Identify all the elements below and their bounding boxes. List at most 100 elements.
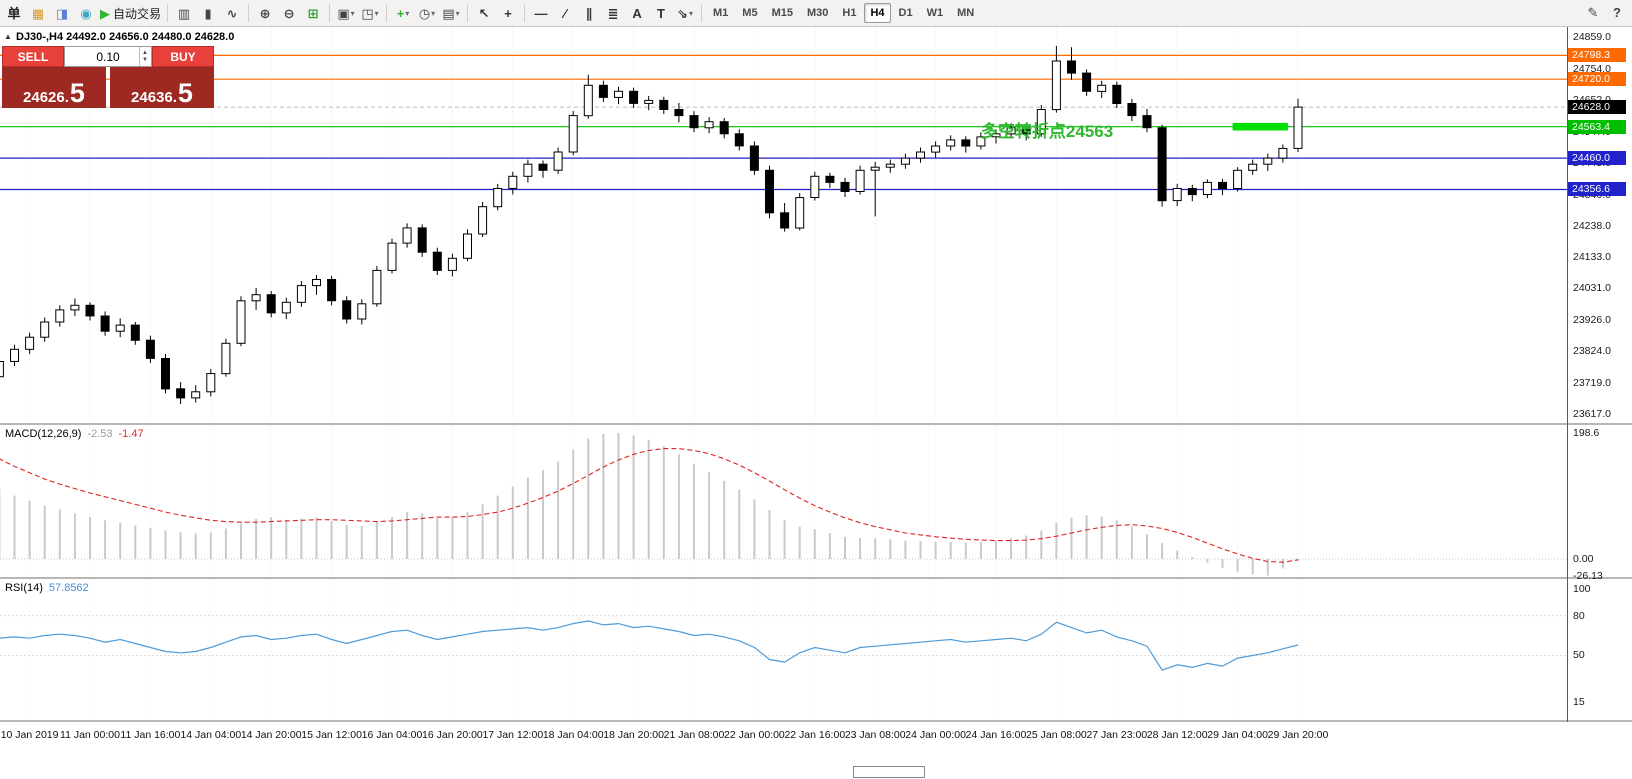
volume-input[interactable]: 0.10 ▲ ▼: [64, 46, 152, 67]
arrows-icon: ⇘: [677, 5, 688, 21]
candle: [463, 229, 472, 262]
horizontal-line-icon[interactable]: —: [530, 3, 552, 24]
macd-name: MACD(12,26,9): [5, 428, 82, 440]
navigator-icon[interactable]: ◉: [75, 3, 97, 24]
timeframe-mn-button[interactable]: MN: [957, 7, 975, 19]
trendline-icon: ∕: [563, 5, 567, 21]
zoom-in-icon: ⊕: [259, 5, 271, 21]
sell-button[interactable]: SELL: [2, 46, 64, 67]
time-axis-label: 29 Jan 04:00: [1207, 729, 1268, 741]
context-help-icon[interactable]: ?: [1606, 2, 1628, 23]
rsi-level-label: 15: [1573, 696, 1585, 708]
rsi-panel[interactable]: RSI(14) 57.8562: [0, 579, 1632, 720]
price-level-tag: 24563.4: [1568, 119, 1626, 134]
timeframe-d1-button[interactable]: D1: [898, 7, 913, 19]
candle: [387, 238, 397, 274]
macd-label: MACD(12,26,9) -2.53 -1.47: [5, 428, 144, 440]
candle: [1278, 144, 1288, 163]
timeframe-w1-button[interactable]: W1: [926, 7, 944, 19]
candle: [689, 111, 699, 133]
candle: [85, 302, 95, 321]
sell-price-display[interactable]: 24626. 5: [2, 67, 106, 108]
spin-up-icon[interactable]: ▲: [142, 49, 148, 56]
horizontal-line-icon: —: [534, 5, 548, 21]
new-chart-icon[interactable]: ▣ ▾: [335, 3, 357, 24]
navigator-icon: ◉: [80, 5, 92, 21]
candle: [312, 275, 321, 295]
macd-panel[interactable]: MACD(12,26,9) -2.53 -1.47: [0, 425, 1632, 577]
macd-main-value: -2.53: [87, 428, 113, 440]
cursor-icon[interactable]: ↖: [473, 3, 495, 24]
panel-separator[interactable]: [0, 720, 1632, 722]
candle: [523, 159, 533, 183]
timeframe-h4-button[interactable]: H4: [864, 3, 891, 23]
data-window-icon: ◨: [55, 5, 69, 21]
chart-properties-icon[interactable]: ✎: [1582, 2, 1604, 23]
candle: [553, 147, 563, 174]
candle: [432, 247, 442, 275]
price-tick-label: 24133.0: [1573, 251, 1611, 264]
timeframe-m15-button[interactable]: M15: [771, 7, 793, 19]
new-order-button[interactable]: 单: [3, 3, 25, 24]
time-axis[interactable]: 10 Jan 2019 11 Jan 00:00 11 Jan 16:00 14 Ja…: [0, 722, 1632, 749]
bar-chart-icon[interactable]: ▥: [173, 3, 195, 24]
timeframe-m30-button[interactable]: M30: [806, 7, 829, 19]
time-axis-label: 18 Jan 04:00: [542, 729, 604, 741]
time-axis-label: 25 Jan 08:00: [1026, 729, 1087, 741]
candle: [372, 265, 382, 307]
timeframe-m1-button[interactable]: M1: [713, 7, 729, 19]
zoom-out-icon[interactable]: ⊖: [278, 3, 300, 24]
indicators-icon: +: [396, 5, 405, 21]
text-icon[interactable]: A: [626, 3, 648, 24]
autotrading-button-label: 自动交易: [113, 6, 162, 21]
buy-price-display[interactable]: 24636. 5: [110, 67, 214, 108]
macd-tick-label: -26.13: [1573, 569, 1603, 582]
spin-down-icon[interactable]: ▼: [142, 56, 148, 63]
data-window-icon[interactable]: ◨: [51, 3, 73, 24]
channel-icon[interactable]: ∥: [578, 3, 600, 24]
main-chart-panel[interactable]: 多空转折点24563 ▲ DJ30-,H4 24492.0 24656.0 24…: [0, 27, 1632, 423]
timeframe-h1-button[interactable]: H1: [842, 7, 857, 19]
line-chart-icon[interactable]: ∿: [221, 3, 243, 24]
toolbar-separator: [467, 4, 469, 22]
toolbar-right: ✎?: [1581, 2, 1629, 23]
tile-windows-icon[interactable]: ⊞: [302, 3, 324, 24]
candle: [961, 136, 971, 153]
indicators-icon[interactable]: + ▾: [392, 3, 414, 24]
candle: [0, 361, 4, 378]
fibonacci-icon[interactable]: ≣: [602, 3, 624, 24]
periods-icon[interactable]: ◷ ▾: [416, 3, 438, 24]
rsi-indicator[interactable]: [0, 579, 1567, 720]
price-axis[interactable]: 24859.024754.024652.024547.024445.024340…: [1567, 27, 1632, 722]
panel-separator[interactable]: [0, 577, 1632, 579]
candlestick-chart-icon[interactable]: ▮: [197, 3, 219, 24]
zoom-in-icon[interactable]: ⊕: [254, 3, 276, 24]
price-tick-label: 23719.0: [1573, 377, 1611, 390]
price-tick-label: 24031.0: [1573, 282, 1611, 295]
macd-indicator[interactable]: [0, 425, 1567, 577]
rsi-value: 57.8562: [48, 582, 89, 594]
timeframe-m5-button[interactable]: M5: [742, 7, 758, 19]
fast-navigation-box[interactable]: [853, 766, 925, 778]
candlestick-chart[interactable]: 多空转折点24563: [0, 27, 1567, 423]
crosshair-icon[interactable]: +: [497, 3, 519, 24]
panel-separator[interactable]: [0, 423, 1632, 425]
candle: [1157, 124, 1167, 207]
candle: [251, 288, 261, 310]
one-click-trade-panel: SELL 0.10 ▲ ▼ BUY 24626. 5: [2, 46, 214, 108]
candle: [493, 183, 503, 211]
rsi-name: RSI(14): [5, 582, 43, 594]
trendline-icon[interactable]: ∕: [554, 3, 576, 24]
buy-button[interactable]: BUY: [152, 46, 214, 67]
volume-spinner[interactable]: ▲ ▼: [139, 47, 150, 66]
volume-value: 0.10: [96, 49, 120, 64]
autotrading-button[interactable]: ▶ 自动交易: [99, 3, 162, 24]
price-tick-label: 23617.0: [1573, 408, 1611, 420]
trade-panel-toggle[interactable]: ▲: [4, 32, 12, 41]
profiles-icon[interactable]: ◳ ▾: [359, 3, 381, 24]
time-axis-label: 24 Jan 00:00: [905, 729, 966, 741]
templates-icon[interactable]: ▤ ▾: [440, 3, 462, 24]
label-icon[interactable]: T: [650, 3, 672, 24]
arrows-icon[interactable]: ⇘ ▾: [674, 3, 696, 24]
market-watch-icon[interactable]: ▦: [27, 3, 49, 24]
